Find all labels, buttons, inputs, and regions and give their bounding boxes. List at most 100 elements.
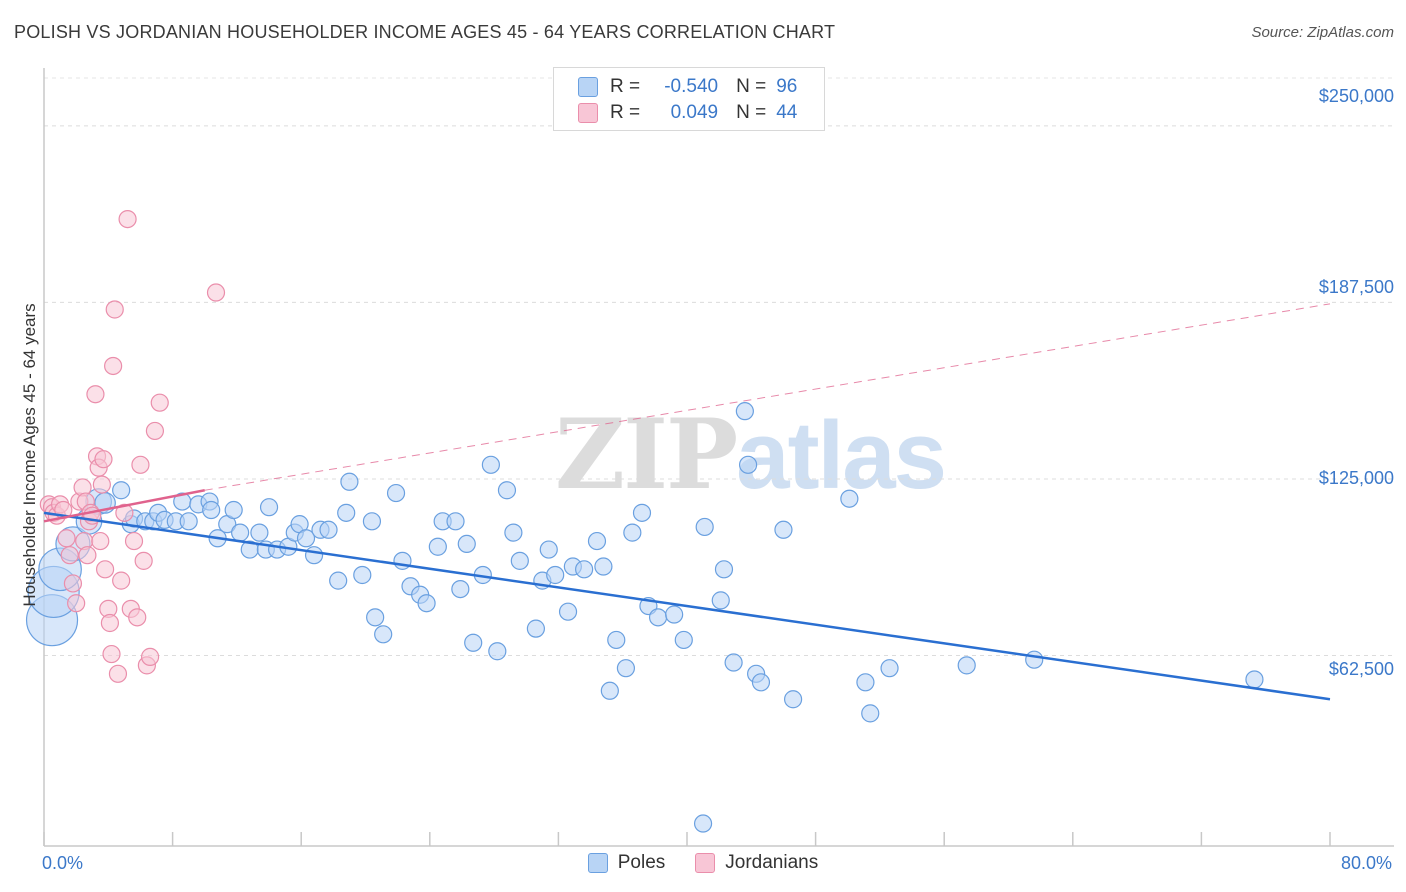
legend-row-jordanians: R = 0.049 N = 44 xyxy=(578,101,797,125)
pole-point xyxy=(504,523,523,542)
legend-n-value: 96 xyxy=(776,76,798,97)
series-legend: Poles Jordanians xyxy=(0,852,1406,874)
pole-point xyxy=(250,523,269,542)
pole-point xyxy=(738,455,758,474)
pole-point xyxy=(386,483,406,503)
chart-title: POLISH VS JORDANIAN HOUSEHOLDER INCOME A… xyxy=(14,22,836,42)
jordanian-point xyxy=(206,283,226,302)
jordanian-point xyxy=(91,531,110,551)
watermark-zip: ZIP xyxy=(555,398,738,511)
poles-swatch xyxy=(578,77,598,97)
pole-point xyxy=(319,520,338,539)
legend-n-value: 44 xyxy=(776,102,798,123)
jordanians-swatch xyxy=(578,103,598,123)
pole-point xyxy=(451,579,470,599)
pole-point xyxy=(616,659,636,678)
legend-r-label: R = xyxy=(610,102,641,123)
legend-n-label: N = xyxy=(736,102,767,123)
pole-point xyxy=(1025,650,1044,669)
pole-point xyxy=(224,500,243,520)
jordanian-point xyxy=(102,644,121,664)
jordanian-point xyxy=(131,455,150,474)
jordanian-point xyxy=(124,531,144,551)
jordanian-point xyxy=(105,300,124,319)
jordanian-point xyxy=(95,560,115,579)
legend-r-label: R = xyxy=(610,76,641,97)
jordanian-point xyxy=(128,608,147,627)
watermark-atlas: atlas xyxy=(736,402,947,509)
x-tick-min: 0.0% xyxy=(42,853,84,873)
y-tick-125000: $125,000 xyxy=(1318,468,1394,488)
pole-point xyxy=(417,594,436,613)
pole-point xyxy=(665,605,684,624)
pole-point xyxy=(751,673,771,692)
pole-point xyxy=(623,523,642,542)
jordanian-point xyxy=(94,450,113,469)
pole-point xyxy=(783,690,803,709)
jordanian-point xyxy=(100,613,120,633)
y-tick-250000: $250,000 xyxy=(1318,86,1394,106)
poles-legend-swatch xyxy=(587,853,608,873)
jordanian-point xyxy=(63,574,83,593)
pole-point xyxy=(296,529,316,548)
pole-point xyxy=(735,402,754,421)
pole-point xyxy=(957,656,976,675)
y-tick-62500: $62,500 xyxy=(1328,659,1394,679)
jordanians-legend-swatch xyxy=(695,853,716,873)
pole-point xyxy=(558,602,578,621)
pole-point xyxy=(231,523,250,542)
pole-point xyxy=(880,659,899,678)
pole-point xyxy=(497,481,517,500)
jordanian-point xyxy=(115,503,134,522)
pole-point xyxy=(607,630,626,650)
jordanian-point xyxy=(150,393,169,412)
pole-point xyxy=(374,625,393,644)
source-label: Source: ZipAtlas.com xyxy=(1251,24,1394,41)
pole-point xyxy=(202,500,221,520)
pole-point xyxy=(594,557,613,576)
pole-point xyxy=(337,503,356,522)
pole-trend-line xyxy=(43,511,1331,701)
legend-item-poles: Poles xyxy=(587,852,666,874)
pole-point xyxy=(446,512,465,531)
y-tick-187500: $187,500 xyxy=(1318,277,1394,297)
jordanian-point xyxy=(67,594,86,613)
pole-point xyxy=(861,704,880,723)
pole-point xyxy=(510,551,529,570)
watermark: ZIPatlas xyxy=(555,398,947,511)
pole-point xyxy=(587,531,607,551)
jordanian-trend-line xyxy=(43,489,205,523)
pole-point xyxy=(340,472,359,491)
pole-point xyxy=(711,591,730,610)
pole-point xyxy=(304,546,324,565)
pole-point xyxy=(481,455,500,474)
jordanian-point xyxy=(60,546,79,565)
jordanian-point xyxy=(145,421,165,441)
pole-point xyxy=(526,619,545,638)
pole-point xyxy=(648,608,668,627)
pole-point xyxy=(179,512,198,531)
jordanian-point xyxy=(118,209,137,229)
pole-point xyxy=(840,489,859,508)
correlation-legend: R = -0.540 N = 96 R = 0.049 N = 44 xyxy=(553,67,825,131)
pole-point xyxy=(546,565,565,585)
jordanian-point xyxy=(112,571,131,590)
pole-point xyxy=(329,571,348,590)
pole-point xyxy=(674,630,693,650)
jordanian-point xyxy=(104,356,123,376)
pole-point xyxy=(1245,670,1264,689)
pole-point xyxy=(774,520,793,539)
jordanian-point xyxy=(134,551,153,570)
legend-r-value: -0.540 xyxy=(664,76,719,97)
jordanian-point xyxy=(78,546,97,565)
legend-row-poles: R = -0.540 N = 96 xyxy=(578,75,797,99)
pole-point xyxy=(259,498,279,517)
pole-point xyxy=(428,537,447,556)
poles-legend-label: Poles xyxy=(617,852,666,873)
pole-point xyxy=(632,503,652,522)
pole-point xyxy=(457,534,476,554)
pole-point xyxy=(724,653,743,672)
jordanian-point xyxy=(108,664,128,683)
legend-item-jordanians: Jordanians xyxy=(695,852,818,874)
